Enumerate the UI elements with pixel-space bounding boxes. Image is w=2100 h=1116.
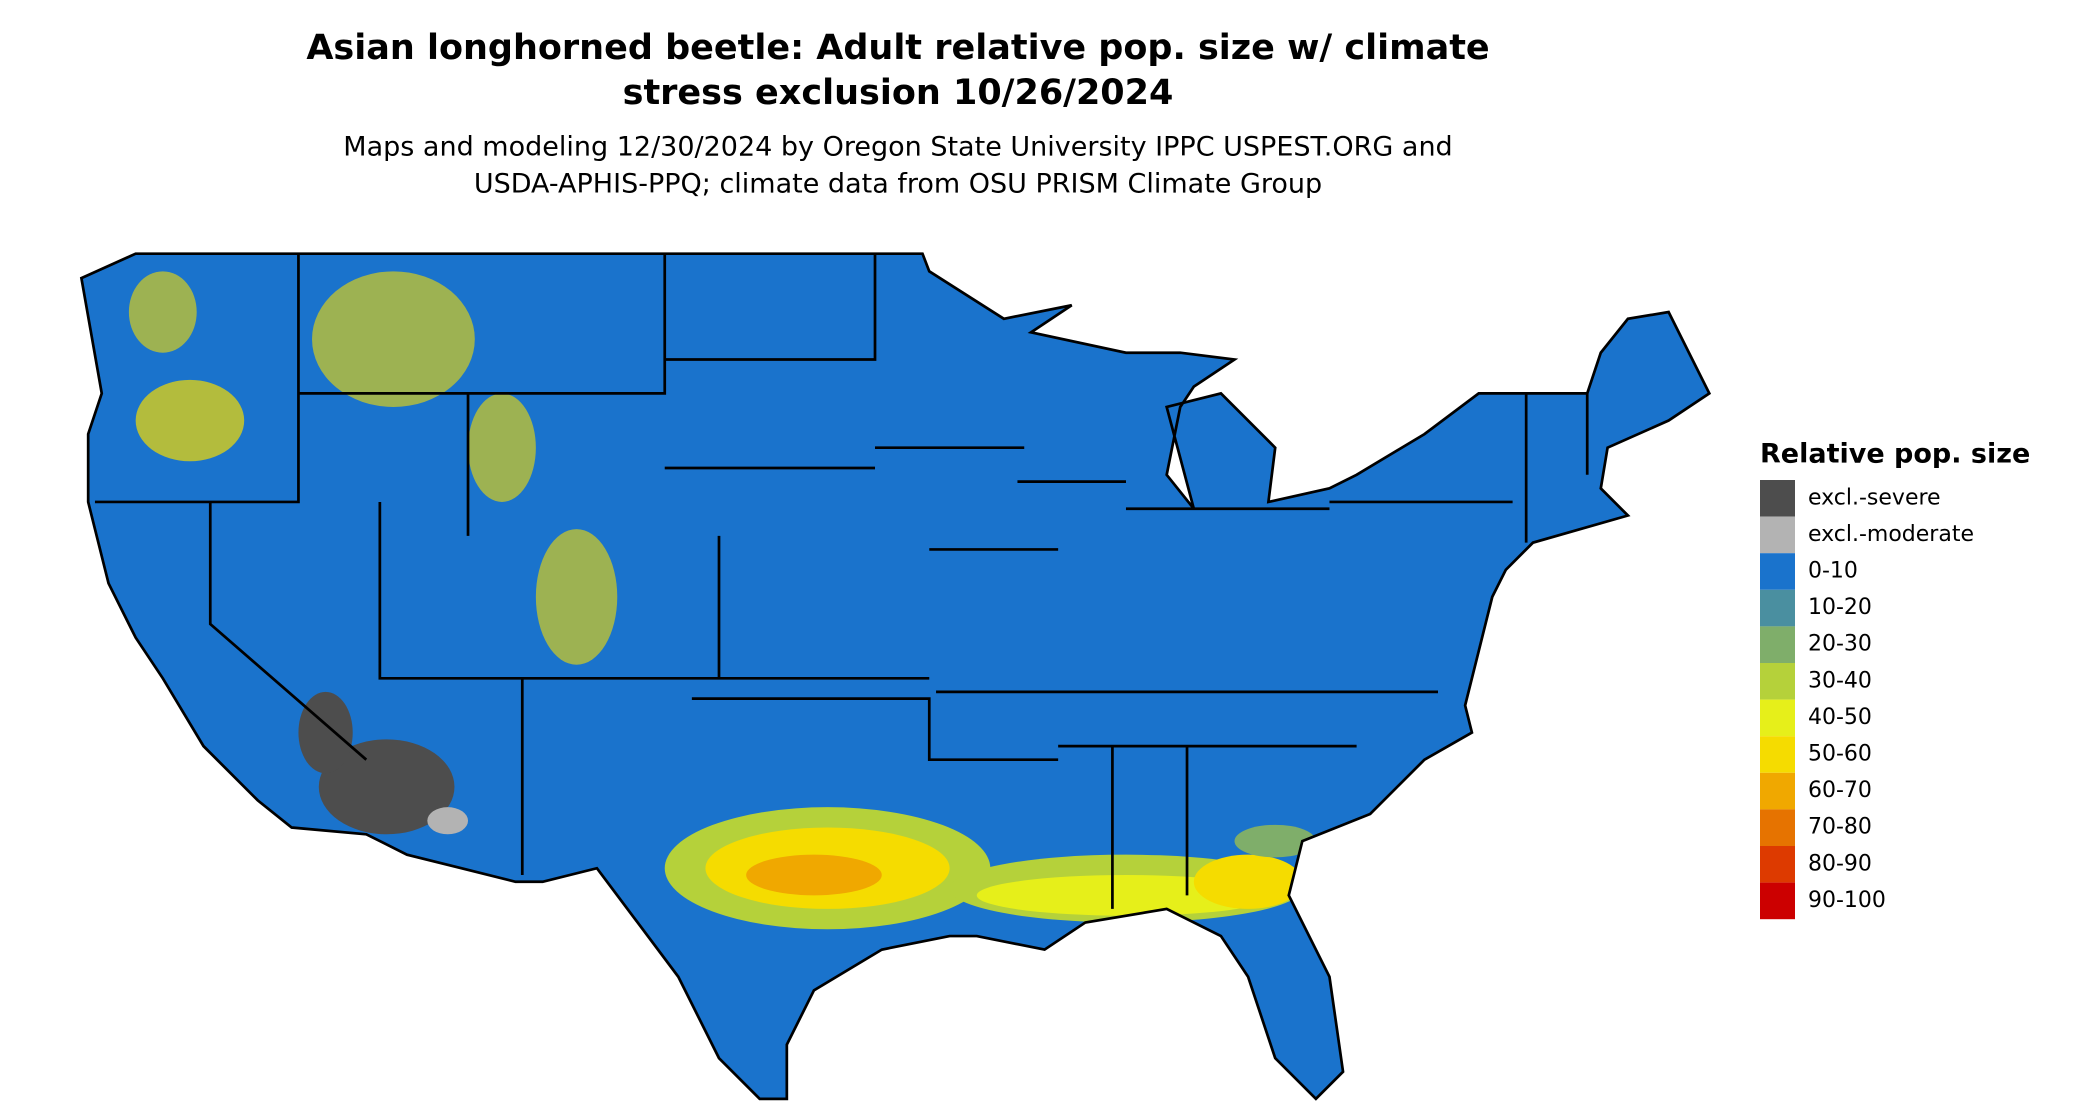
legend-swatch [1760,809,1795,846]
legend-swatch [1760,772,1795,810]
map [79,252,1712,1101]
legend-label: 40-50 [1808,705,1872,730]
legend-label: 10-20 [1808,595,1872,620]
legend-label: 20-30 [1808,632,1872,657]
subtitle: USDA-APHIS-PPQ; climate data from OSU PR… [474,169,1322,200]
legend-swatch [1760,553,1795,590]
legend-label: 0-10 [1808,559,1858,584]
legend-title: Relative pop. size [1760,439,2030,470]
legend-swatch [1760,699,1795,737]
legend-label: excl.-severe [1808,485,1941,510]
legend-label: 50-60 [1808,742,1872,767]
legend: excl.-severe excl.-moderate 0-10 10-20 20-30… [1760,480,1974,920]
suitability-patches [128,271,1316,930]
legend-swatch [1760,663,1795,700]
land [81,253,1710,1099]
title: Asian longhorned beetle: Adult relative … [306,28,1489,68]
legend-label: 70-80 [1808,815,1872,840]
title: stress exclusion 10/26/2024 [623,73,1174,113]
legend-label: 80-90 [1808,851,1872,876]
legend-swatch [1760,626,1795,663]
legend-swatch [1760,882,1795,920]
legend-label: 90-100 [1808,888,1886,913]
subtitle: Maps and modeling 12/30/2024 by Oregon S… [343,132,1452,163]
legend-swatch [1760,589,1795,627]
legend-label: 60-70 [1808,778,1872,803]
borders [79,252,1712,1101]
legend-swatch [1760,846,1795,883]
legend-label: excl.-moderate [1808,522,1974,547]
legend-swatch [1760,516,1795,554]
legend-label: 30-40 [1808,668,1872,693]
legend-swatch [1760,480,1795,517]
legend-swatch [1760,736,1795,773]
